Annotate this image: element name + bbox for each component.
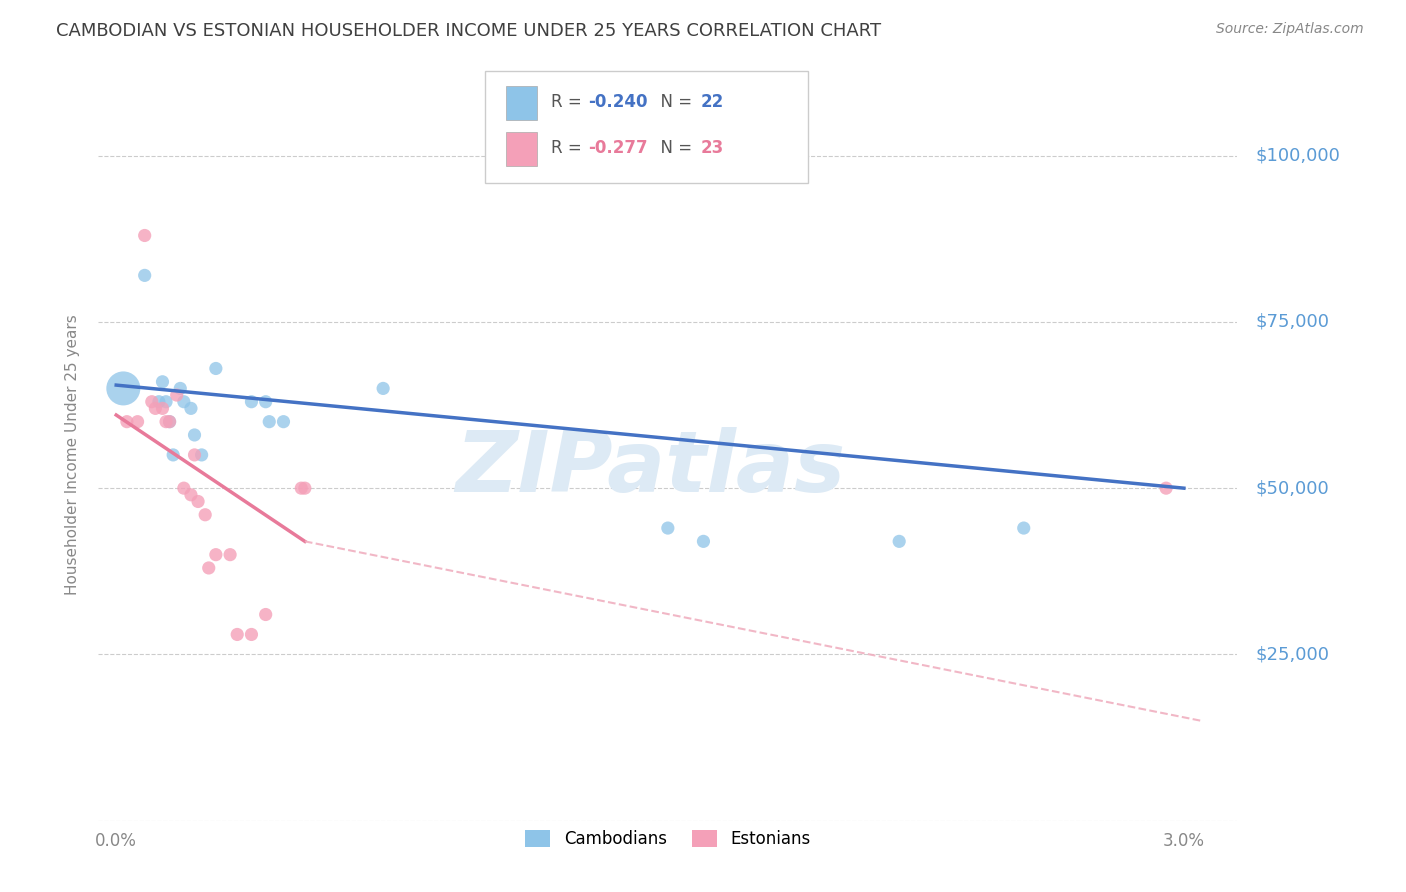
Point [254,607,277,622]
Text: -0.240: -0.240 [588,93,647,112]
Point [240,627,263,641]
Point [1154,481,1177,495]
Text: N =: N = [650,139,697,157]
Point [173,394,195,409]
Point [273,415,295,429]
Text: $100,000: $100,000 [1256,146,1340,165]
Point [148,394,170,409]
Y-axis label: Householder Income Under 25 years: Householder Income Under 25 years [65,315,80,595]
Point [166,388,188,402]
Point [197,561,219,575]
Point [657,521,679,535]
Text: CAMBODIAN VS ESTONIAN HOUSEHOLDER INCOME UNDER 25 YEARS CORRELATION CHART: CAMBODIAN VS ESTONIAN HOUSEHOLDER INCOME… [56,22,882,40]
Point [134,268,156,283]
Point [169,381,191,395]
Point [187,494,209,508]
Point [155,394,177,409]
Point [112,381,135,395]
Point [190,448,212,462]
Text: R =: R = [551,139,588,157]
Text: N =: N = [650,93,697,112]
Text: -0.277: -0.277 [588,139,647,157]
Point [294,481,316,495]
Point [205,548,228,562]
Text: 23: 23 [700,139,724,157]
Point [1012,521,1035,535]
Text: ZIPatlas: ZIPatlas [456,426,845,509]
Point [194,508,217,522]
Point [226,627,249,641]
Text: Source: ZipAtlas.com: Source: ZipAtlas.com [1216,22,1364,37]
Point [183,448,205,462]
Point [159,415,181,429]
Point [180,488,202,502]
Point [219,548,242,562]
Point [259,415,281,429]
Point [155,415,177,429]
Point [162,448,184,462]
Text: R =: R = [551,93,588,112]
Point [371,381,394,395]
Point [205,361,228,376]
Text: $75,000: $75,000 [1256,313,1329,331]
Point [180,401,202,416]
Point [134,228,156,243]
Point [141,394,163,409]
Point [159,415,181,429]
Point [290,481,312,495]
Point [692,534,714,549]
Point [152,375,174,389]
Point [127,415,149,429]
Point [183,428,205,442]
Text: $25,000: $25,000 [1256,646,1329,664]
Text: $50,000: $50,000 [1256,479,1329,497]
Point [145,401,167,416]
Point [254,394,277,409]
Point [152,401,174,416]
Point [889,534,911,549]
Text: 22: 22 [700,93,724,112]
Point [240,394,263,409]
Point [115,415,138,429]
Point [173,481,195,495]
Legend: Cambodians, Estonians: Cambodians, Estonians [517,822,818,856]
